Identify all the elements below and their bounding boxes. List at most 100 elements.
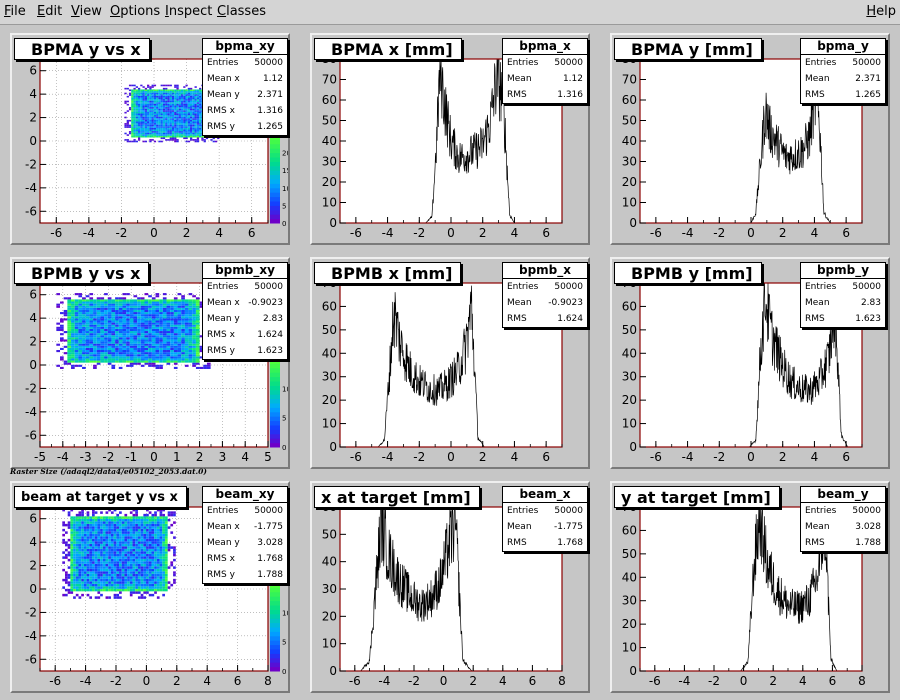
heatmap-cell — [184, 345, 189, 348]
heatmap-cell — [160, 121, 163, 124]
heatmap-cell — [81, 553, 84, 557]
heatmap-cell — [133, 107, 136, 109]
heatmap-cell — [158, 131, 161, 133]
heatmap-cell — [185, 131, 188, 133]
heatmap-cell — [140, 102, 143, 104]
menu-edit[interactable]: Edit — [37, 4, 62, 19]
heatmap-cell — [199, 118, 202, 120]
heatmap-cell — [102, 553, 106, 557]
colorbar-band — [270, 398, 280, 404]
heatmap-cell — [97, 576, 101, 579]
heatmap-cell — [170, 305, 174, 308]
menu-inspect[interactable]: Inspect — [165, 4, 212, 19]
heatmap-cell — [127, 566, 130, 569]
heatmap-cell — [137, 126, 141, 128]
heatmap-cell — [180, 95, 184, 98]
heatmap-cell — [133, 314, 138, 317]
heatmap-cell — [170, 563, 174, 567]
heatmap-cell — [92, 568, 95, 572]
colorbar-tick-label: 10 — [282, 609, 288, 617]
menu-classes[interactable]: Classes — [217, 4, 266, 19]
heatmap-cell — [113, 563, 117, 567]
pad-9[interactable]: -6-4-202468010203040506070y at target [m… — [610, 481, 890, 693]
heatmap-cell — [167, 115, 170, 117]
menu-options[interactable]: Options — [110, 4, 160, 19]
heatmap-cell — [94, 571, 98, 574]
heatmap-cell — [166, 335, 171, 338]
heatmap-cell — [143, 568, 147, 572]
heatmap-cell — [85, 347, 90, 351]
heatmap-cell — [140, 314, 145, 317]
pad-8[interactable]: -6-4-2024680102030405060x at target [mm]… — [310, 481, 590, 693]
heatmap-cell — [148, 536, 152, 539]
heatmap-cell — [195, 356, 200, 359]
colorbar-band — [270, 609, 280, 615]
heatmap-cell — [144, 97, 148, 100]
heatmap-cell — [78, 596, 82, 599]
heatmap-cell — [104, 337, 108, 340]
heatmap-cell — [126, 331, 130, 334]
heatmap-cell — [118, 352, 123, 355]
heatmap-cell — [111, 339, 116, 342]
heatmap-cell — [131, 94, 134, 96]
menu-file[interactable]: File — [4, 4, 26, 19]
stats-value: 1.316 — [257, 106, 283, 116]
heatmap-cell — [199, 129, 202, 132]
heatmap-cell — [169, 134, 172, 136]
heatmap-cell — [82, 335, 86, 338]
heatmap-cell — [73, 583, 76, 587]
heatmap-cell — [151, 100, 154, 103]
heatmap-cell — [144, 339, 149, 342]
menu-help[interactable]: Help — [866, 4, 896, 19]
heatmap-cell — [177, 331, 182, 334]
heatmap-cell — [137, 558, 141, 562]
heatmap-cell — [153, 119, 157, 122]
pad-5[interactable]: -6-4-20246010203040506070BPMB x [mm]bpmb… — [310, 257, 590, 469]
heatmap-cell — [140, 107, 143, 109]
pad-3[interactable]: -6-4-2024601020304050607080BPMA y [mm]bp… — [610, 33, 890, 245]
heatmap-cell — [188, 360, 193, 363]
heatmap-cell — [156, 92, 159, 95]
heatmap-cell — [162, 135, 166, 138]
heatmap-cell — [63, 314, 68, 317]
heatmap-cell — [102, 523, 106, 527]
heatmap-cell — [146, 591, 149, 594]
heatmap-cell — [102, 528, 106, 532]
heatmap-cell — [132, 568, 136, 572]
heatmap-cell — [92, 563, 95, 567]
heatmap-cell — [159, 341, 163, 344]
heatmap-cell — [70, 561, 74, 564]
y-tick-label: 10 — [622, 196, 637, 210]
heatmap-cell — [108, 541, 111, 544]
heatmap-cell — [137, 297, 141, 300]
heatmap-cell — [177, 356, 182, 359]
heatmap-cell — [144, 132, 148, 135]
heatmap-cell — [75, 513, 79, 517]
heatmap-cell — [170, 320, 174, 323]
stats-box: bpmb_xy Entries 50000 Mean x -0.9023 Mean y 2.… — [202, 262, 288, 360]
heatmap-cell — [126, 301, 130, 304]
pad-6[interactable]: -6-4-20246010203040506070BPMB y [mm]bpmb… — [610, 257, 890, 469]
heatmap-cell — [196, 131, 200, 133]
heatmap-cell — [135, 543, 138, 547]
pad-2[interactable]: -6-4-2024601020304050607080BPMA x [mm]bp… — [310, 33, 590, 245]
heatmap-cell — [111, 350, 116, 353]
heatmap-cell — [147, 84, 150, 87]
heatmap-cell — [122, 341, 127, 344]
heatmap-cell — [167, 518, 171, 522]
heatmap-cell — [196, 100, 200, 103]
heatmap-cell — [155, 303, 160, 306]
heatmap-cell — [149, 139, 152, 141]
menu-view[interactable]: View — [71, 4, 102, 19]
heatmap-cell — [119, 536, 122, 539]
heatmap-cell — [146, 546, 149, 549]
heatmap-cell — [184, 335, 189, 338]
heatmap-cell — [173, 513, 176, 517]
heatmap-cell — [162, 331, 167, 334]
heatmap-cell — [178, 110, 181, 112]
